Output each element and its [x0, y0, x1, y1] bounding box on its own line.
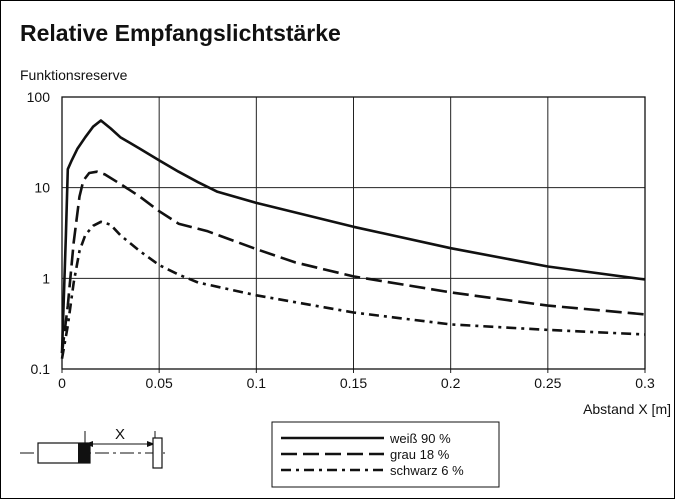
x-tick-label: 0.1: [247, 375, 267, 391]
reflector-target: [152, 437, 163, 469]
x-tick-label: 0.05: [146, 375, 173, 391]
distance-arrow-right: [147, 441, 155, 447]
y-tick-label: 1: [42, 270, 50, 286]
legend: weiß 90 %grau 18 %schwarz 6 %: [271, 421, 500, 488]
axis-tick-labels: 0 0.05 0.1 0.15 0.2 0.25 0.3 0.1 1 10 100: [27, 89, 655, 391]
x-tick-label: 0.2: [441, 375, 461, 391]
y-axis-label: Funktionsreserve: [20, 67, 128, 83]
legend-label-1: weiß 90 %: [389, 431, 451, 446]
series-line-2: [60, 170, 646, 354]
plot-border: [61, 96, 646, 370]
y-tick-label: 0.1: [31, 361, 51, 377]
chart-title: Relative Empfangslichtstärke: [20, 20, 341, 46]
x-axis-label: Abstand X [m]: [583, 401, 671, 417]
legend-label-3: schwarz 6 %: [390, 463, 464, 478]
y-tick-label: 100: [27, 89, 51, 105]
x-tick-label: 0.25: [534, 375, 561, 391]
distance-arrow-left: [85, 441, 93, 447]
data-series: [60, 119, 646, 359]
series-line-1: [60, 119, 646, 354]
series-line-3: [60, 220, 646, 359]
x-tick-label: 0: [58, 375, 66, 391]
sensor-lens: [78, 443, 90, 463]
x-tick-label: 0.15: [340, 375, 367, 391]
distance-label: X: [115, 426, 125, 443]
sensor-diagram: X: [20, 426, 165, 469]
legend-label-2: grau 18 %: [390, 447, 450, 462]
y-tick-label: 10: [34, 180, 50, 196]
x-tick-label: 0.3: [635, 375, 655, 391]
